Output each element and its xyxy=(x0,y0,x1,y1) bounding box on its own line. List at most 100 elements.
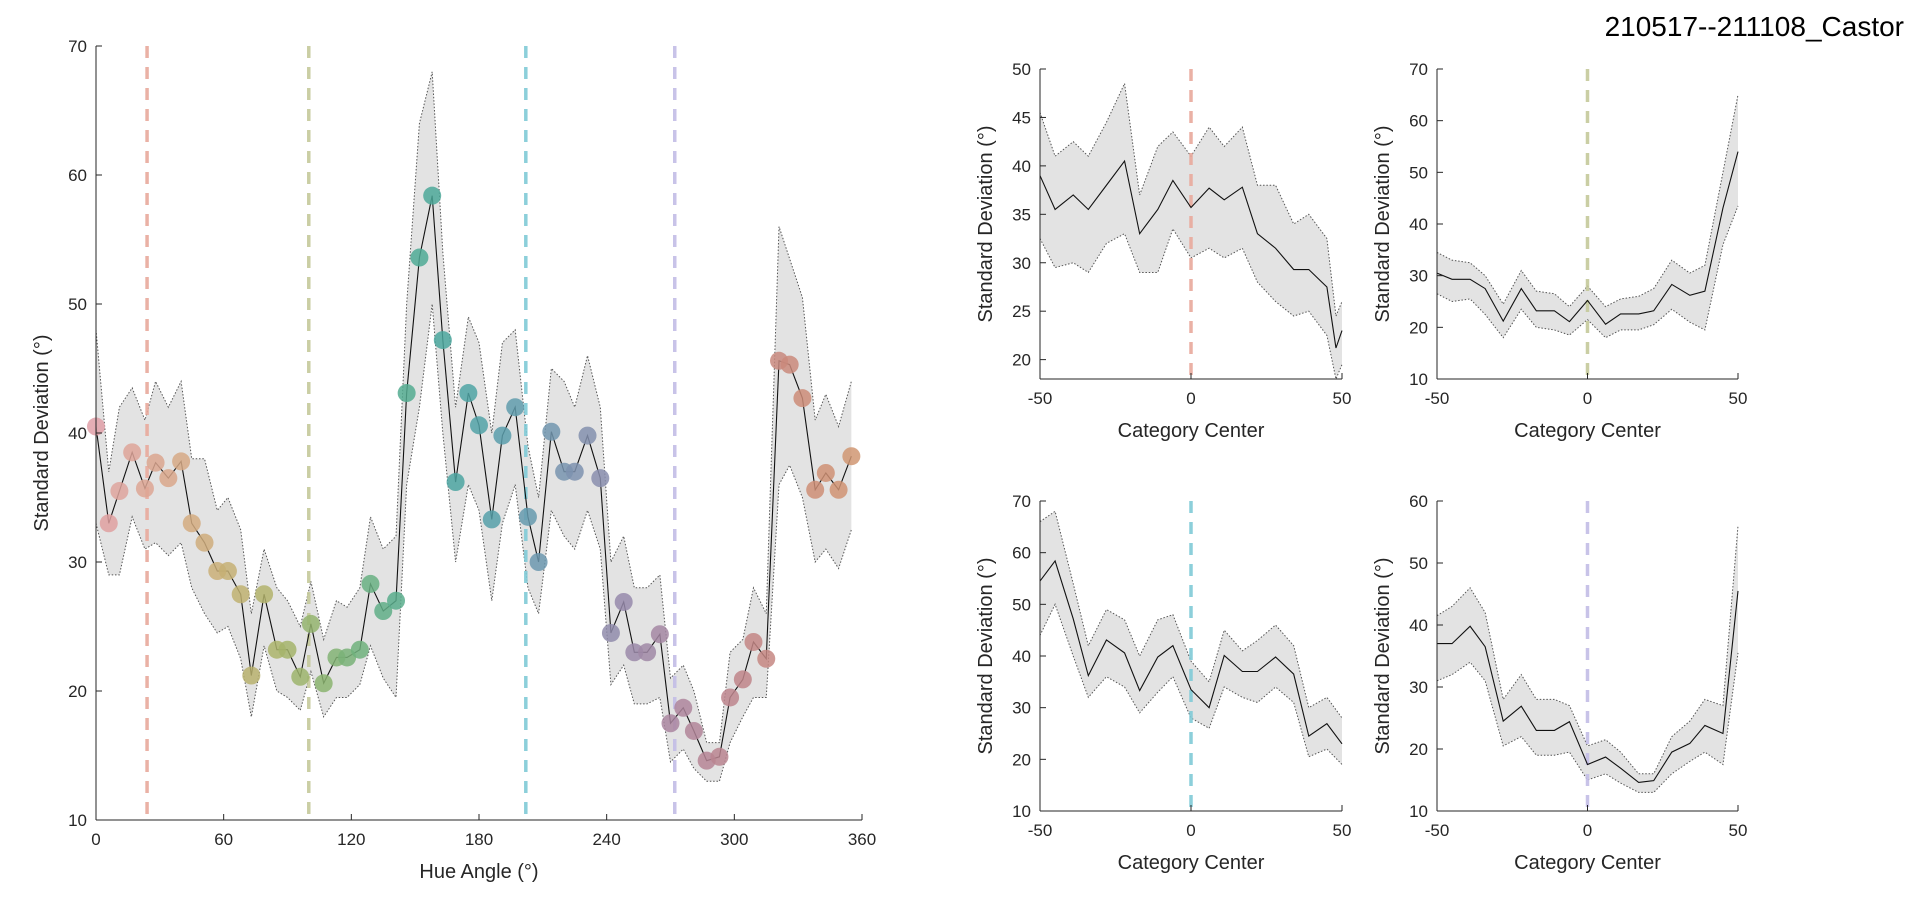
upper-bound-line xyxy=(1039,510,1343,719)
data-point xyxy=(757,649,776,668)
x-tick-label: 240 xyxy=(592,830,620,849)
y-tick-label: 30 xyxy=(68,553,87,572)
x-tick-label: 50 xyxy=(1729,821,1748,840)
x-tick-label: 360 xyxy=(848,830,876,849)
x-tick-label: 50 xyxy=(1333,389,1352,408)
y-tick-label: 40 xyxy=(68,424,87,443)
chart-main: 0 60 120 180 240 300 360 10 20 30 40 50 60 70 Hue Angl… xyxy=(31,37,876,883)
data-point xyxy=(721,688,740,707)
y-axis-title: Standard Deviation (°) xyxy=(1372,126,1394,323)
y-tick-label: 30 xyxy=(1409,267,1428,286)
y-tick-label: 60 xyxy=(1012,544,1031,563)
y-tick-label: 30 xyxy=(1012,699,1031,718)
data-point xyxy=(806,480,825,499)
x-tick-label: -50 xyxy=(1028,389,1053,408)
data-point xyxy=(578,426,597,445)
data-point xyxy=(482,510,501,529)
chart-panel-1: -50 0 50 20 25 30 35 40 45 50 Category Center Stand… xyxy=(975,60,1351,442)
data-point xyxy=(744,632,763,651)
y-tick-label: 30 xyxy=(1012,254,1031,273)
lower-bound-line xyxy=(95,303,852,782)
y-tick-label: 10 xyxy=(1409,370,1428,389)
data-point xyxy=(459,384,478,403)
data-point xyxy=(278,640,297,659)
data-point xyxy=(591,469,610,488)
lower-bound-line xyxy=(1436,652,1739,793)
lower-bound-line xyxy=(1039,227,1343,381)
data-point xyxy=(650,625,669,644)
data-point xyxy=(410,248,429,267)
x-tick-label: 50 xyxy=(1333,821,1352,840)
y-tick-label: 10 xyxy=(1409,802,1428,821)
y-tick-label: 40 xyxy=(1409,616,1428,635)
y-tick-label: 20 xyxy=(1409,740,1428,759)
figure-title: 210517--211108_Castor xyxy=(1605,11,1904,42)
data-point xyxy=(625,643,644,662)
x-tick-label: -50 xyxy=(1425,389,1450,408)
data-point xyxy=(433,331,452,350)
x-tick-label: 60 xyxy=(214,830,233,849)
data-point xyxy=(387,591,406,610)
confidence-band xyxy=(1437,525,1738,793)
y-tick-label: 20 xyxy=(1409,318,1428,337)
data-point xyxy=(733,670,752,689)
x-tick-label: 300 xyxy=(720,830,748,849)
x-axis-title: Category Center xyxy=(1118,852,1265,874)
y-tick-label: 20 xyxy=(1012,750,1031,769)
chart-panel-4: -50 0 50 10 20 30 40 50 60 Category Center Standar… xyxy=(1372,492,1747,874)
data-point xyxy=(135,479,154,498)
y-tick-label: 20 xyxy=(1012,351,1031,370)
confidence-band xyxy=(1437,94,1738,338)
data-point xyxy=(423,186,442,205)
y-tick-label: 40 xyxy=(1409,215,1428,234)
confidence-band xyxy=(1040,83,1342,379)
y-tick-label: 50 xyxy=(1012,595,1031,614)
data-point xyxy=(397,384,416,403)
data-point xyxy=(195,533,214,552)
data-point xyxy=(350,640,369,659)
data-point xyxy=(172,452,191,471)
chart-panel-3: -50 0 50 10 20 30 40 50 60 70 Category Center Stand… xyxy=(975,492,1351,874)
y-tick-label: 70 xyxy=(1012,492,1031,511)
data-point xyxy=(374,602,393,621)
x-tick-label: 180 xyxy=(465,830,493,849)
data-point xyxy=(684,721,703,740)
x-axis-title: Category Center xyxy=(1514,852,1661,874)
y-axis-title: Standard Deviation (°) xyxy=(31,335,53,532)
data-point xyxy=(601,623,620,642)
axes xyxy=(95,45,863,821)
data-point xyxy=(123,443,142,462)
data-point xyxy=(793,389,812,408)
y-tick-label: 50 xyxy=(1409,554,1428,573)
data-point xyxy=(780,355,799,374)
y-tick-label: 70 xyxy=(68,37,87,56)
y-tick-label: 20 xyxy=(68,682,87,701)
data-point xyxy=(231,585,250,604)
x-axis-title: Hue Angle (°) xyxy=(419,861,538,883)
y-axis-title: Standard Deviation (°) xyxy=(975,126,997,323)
y-tick-label: 60 xyxy=(1409,112,1428,131)
axes xyxy=(1039,68,1343,380)
x-tick-label: 50 xyxy=(1729,389,1748,408)
x-tick-label: 0 xyxy=(1186,389,1195,408)
y-tick-label: 60 xyxy=(68,166,87,185)
x-tick-label: 120 xyxy=(337,830,365,849)
y-tick-label: 60 xyxy=(1409,492,1428,511)
y-tick-label: 50 xyxy=(1012,60,1031,79)
y-tick-label: 40 xyxy=(1012,157,1031,176)
x-tick-label: 0 xyxy=(1583,389,1592,408)
data-point xyxy=(182,514,201,533)
data-point xyxy=(301,614,320,633)
y-tick-label: 30 xyxy=(1409,678,1428,697)
x-tick-label: 0 xyxy=(1583,821,1592,840)
data-point xyxy=(614,592,633,611)
axes xyxy=(1039,500,1343,812)
x-axis-title: Category Center xyxy=(1118,420,1265,442)
x-tick-label: -50 xyxy=(1028,821,1053,840)
upper-bound-line xyxy=(1039,81,1343,318)
data-point xyxy=(159,469,178,488)
data-point xyxy=(255,585,274,604)
data-point xyxy=(638,643,657,662)
